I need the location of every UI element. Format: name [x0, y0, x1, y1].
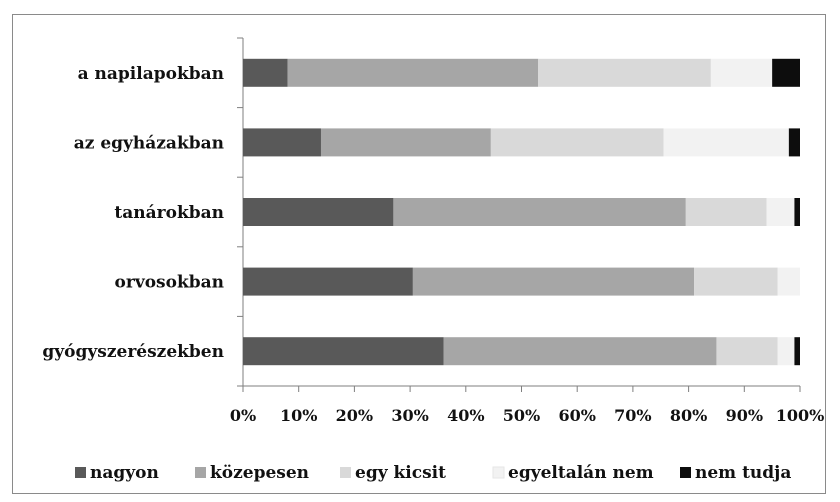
bar-segment — [243, 58, 288, 87]
bar-segment — [443, 337, 717, 366]
bar-segment — [243, 337, 444, 366]
x-tick-label: 10% — [280, 406, 317, 425]
bar-segment — [538, 58, 711, 87]
category-label: gyógyszerészekben — [42, 342, 224, 362]
bar-segment — [772, 58, 800, 87]
legend-label: nagyon — [90, 463, 159, 483]
x-tick-label: 70% — [614, 406, 651, 425]
bar-segment — [694, 267, 778, 296]
bar-segment — [710, 58, 773, 87]
bar-segment — [794, 337, 800, 366]
bar-segment — [243, 267, 413, 296]
bar-segment — [490, 128, 664, 157]
x-tick-label: 80% — [670, 406, 707, 425]
legend-label: egy kicsit — [355, 463, 446, 483]
category-label: orvosokban — [115, 273, 224, 293]
bar-segment — [393, 198, 686, 226]
bar-segment — [320, 128, 491, 157]
legend-label: közepesen — [210, 463, 309, 483]
x-tick-label: 40% — [447, 406, 484, 425]
bar-segment — [777, 337, 795, 366]
bar-segment — [777, 267, 800, 296]
bar-segment — [716, 337, 778, 366]
legend-label: nem tudja — [695, 463, 791, 483]
x-tick-label: 50% — [503, 406, 540, 425]
bar-segment — [287, 58, 539, 87]
bar-segment — [243, 198, 394, 226]
bar-segment — [766, 198, 795, 226]
legend-swatch — [680, 467, 691, 478]
x-tick-label: 0% — [230, 406, 256, 425]
category-label: tanárokban — [114, 203, 224, 223]
bar-segment — [788, 128, 800, 157]
bar-segment — [685, 198, 767, 226]
legend-swatch — [340, 467, 351, 478]
bar-segment — [412, 267, 695, 296]
bar-segment — [663, 128, 789, 157]
x-tick-label: 30% — [391, 406, 428, 425]
legend-swatch — [195, 467, 206, 478]
category-label: a napilapokban — [78, 64, 224, 84]
x-tick-label: 60% — [558, 406, 595, 425]
bar-segment — [243, 128, 321, 157]
x-tick-label: 20% — [336, 406, 373, 425]
legend-swatch — [75, 467, 86, 478]
legend-label: egyeltalán nem — [508, 463, 654, 483]
x-tick-label: 90% — [726, 406, 763, 425]
category-label: az egyházakban — [74, 133, 224, 153]
chart-frame — [12, 14, 826, 494]
bar-segment — [794, 198, 800, 226]
x-tick-label: 100% — [776, 406, 825, 425]
legend-swatch — [492, 466, 505, 479]
